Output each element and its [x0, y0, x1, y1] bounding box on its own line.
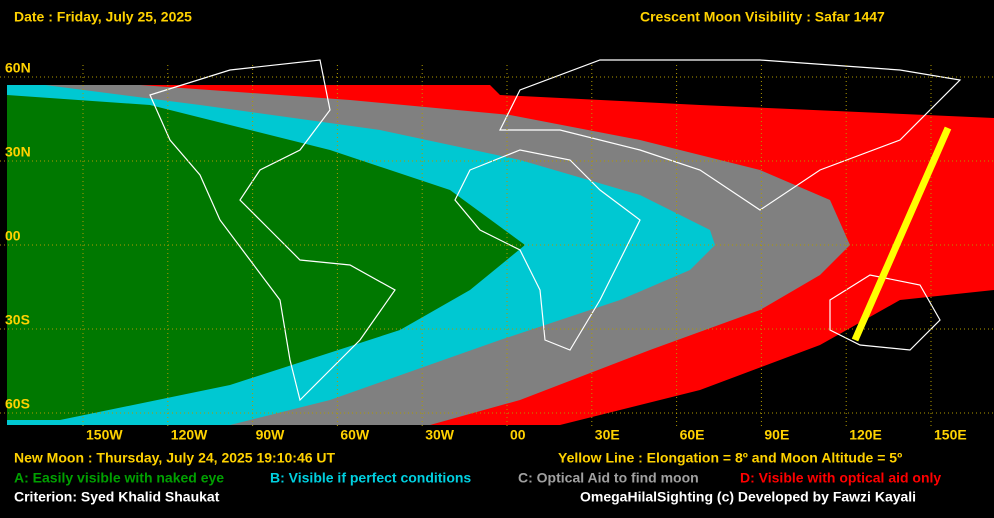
date: Date : Friday, July 25, 2025	[14, 9, 192, 25]
lon-label: 30W	[425, 427, 455, 443]
legend-a: A: Easily visible with naked eye	[14, 470, 224, 486]
lat-label: 60S	[5, 396, 30, 412]
legend-b: B: Visible if perfect conditions	[270, 470, 471, 486]
legend-d: D: Visible with optical aid only	[740, 470, 941, 486]
zone-a	[7, 95, 525, 420]
lon-label: 120W	[171, 427, 208, 443]
americas	[149, 59, 396, 402]
title: Crescent Moon Visibility : Safar 1447	[640, 9, 885, 25]
legend-c: C: Optical Aid to find moon	[518, 470, 699, 486]
lat-label: 60N	[5, 60, 31, 76]
lat-label: 30S	[5, 312, 30, 328]
africa	[454, 149, 641, 351]
new-moon: New Moon : Thursday, July 24, 2025 19:10…	[14, 450, 336, 466]
lon-label: 60W	[340, 427, 370, 443]
grid	[0, 65, 994, 427]
credit: OmegaHilalSighting (c) Developed by Fawz…	[580, 489, 916, 505]
lon-label: 150W	[86, 427, 123, 443]
yellow-line-note: Yellow Line : Elongation = 8º and Moon A…	[558, 450, 902, 466]
lat-label: 00	[5, 228, 21, 244]
eurasia	[499, 59, 962, 211]
criterion: Criterion: Syed Khalid Shaukat	[14, 489, 220, 505]
lon-label: 60E	[680, 427, 705, 443]
coastlines	[149, 59, 962, 402]
lon-label: 30E	[595, 427, 620, 443]
lon-label: 90W	[256, 427, 286, 443]
lon-label: 150E	[934, 427, 967, 443]
lon-label: 120E	[849, 427, 882, 443]
lon-label: 00	[510, 427, 526, 443]
lon-label: 90E	[764, 427, 789, 443]
yellow-line	[851, 126, 952, 342]
australia	[829, 274, 941, 351]
lat-label: 30N	[5, 144, 31, 160]
